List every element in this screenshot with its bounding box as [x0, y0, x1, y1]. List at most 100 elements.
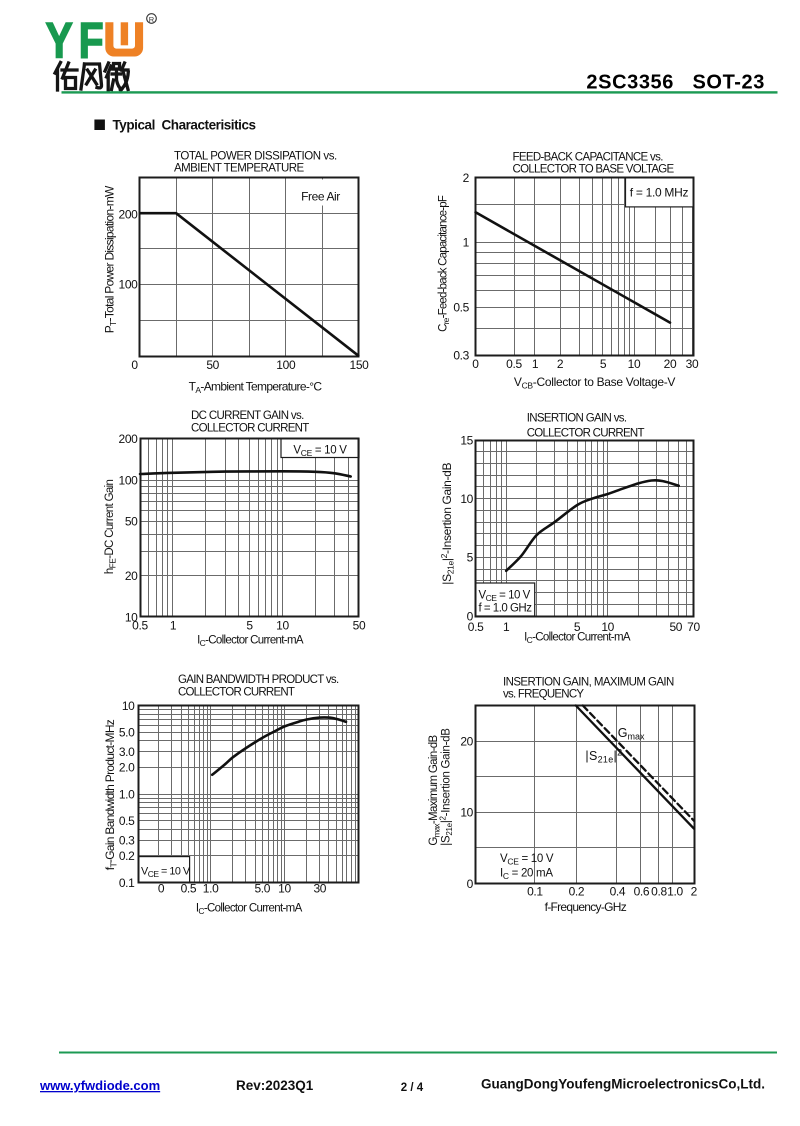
svg-text:5: 5 [467, 551, 474, 565]
svg-text:15: 15 [460, 433, 473, 447]
svg-text:IC-Collector Current-mA: IC-Collector Current-mA [196, 903, 303, 917]
svg-text:|S21e|2: |S21e|2 [585, 748, 622, 765]
svg-text:AMBIENT TEMPERATURE: AMBIENT TEMPERATURE [174, 163, 305, 175]
svg-text:10: 10 [628, 357, 641, 371]
svg-text:1.0: 1.0 [203, 882, 219, 896]
svg-text:20: 20 [125, 569, 138, 583]
svg-text:hFE-DC Current Gain: hFE-DC Current Gain [104, 479, 118, 574]
svg-text:0.6: 0.6 [634, 885, 650, 899]
svg-text:f = 1.0 GHz: f = 1.0 GHz [479, 603, 533, 615]
svg-text:10: 10 [276, 619, 289, 633]
svg-text:www.yfwdiode.com: www.yfwdiode.com [39, 1078, 160, 1093]
svg-text:COLLECTOR CURRENT: COLLECTOR CURRENT [191, 423, 309, 435]
svg-text:VCE = 10 V: VCE = 10 V [500, 853, 554, 867]
svg-text:Free Air: Free Air [301, 190, 340, 204]
svg-text:1.0: 1.0 [119, 787, 135, 801]
svg-text:1: 1 [463, 236, 470, 250]
svg-text:INSERTION GAIN, MAXIMUM GAIN: INSERTION GAIN, MAXIMUM GAIN [503, 677, 674, 689]
svg-text:2: 2 [691, 885, 698, 899]
svg-text:0.3: 0.3 [119, 834, 135, 848]
svg-text:20: 20 [664, 357, 677, 371]
svg-text:30: 30 [313, 882, 326, 896]
svg-text:COLLECTOR TO BASE VOLTAGE: COLLECTOR TO BASE VOLTAGE [513, 164, 675, 176]
svg-text:2: 2 [463, 171, 470, 185]
svg-text:5.0: 5.0 [254, 882, 270, 896]
svg-text:0: 0 [158, 882, 165, 896]
svg-text:30: 30 [686, 357, 699, 371]
svg-text:10: 10 [278, 882, 291, 896]
svg-text:1: 1 [532, 357, 539, 371]
svg-text:0.5: 0.5 [453, 301, 469, 315]
svg-text:vs. FREQUENCY: vs. FREQUENCY [503, 689, 584, 701]
svg-text:R: R [149, 15, 155, 24]
svg-text:VCB-Collector to Base Voltage-: VCB-Collector to Base Voltage-V [514, 375, 676, 391]
svg-text:0.1: 0.1 [119, 876, 135, 890]
svg-text:10: 10 [460, 806, 473, 820]
svg-text:f = 1.0 MHz: f = 1.0 MHz [630, 186, 689, 200]
svg-text:0.2: 0.2 [119, 849, 135, 863]
svg-text:VCE = 10 V: VCE = 10 V [293, 444, 347, 458]
svg-text:VCE = 10 V: VCE = 10 V [479, 590, 531, 604]
svg-text:PT-Total Power Dissipation-mW: PT-Total Power Dissipation-mW [103, 185, 119, 333]
svg-text:0: 0 [472, 357, 479, 371]
svg-text:0: 0 [467, 609, 474, 623]
svg-text:50: 50 [125, 515, 138, 529]
svg-text:200: 200 [119, 432, 139, 446]
svg-text:5.0: 5.0 [119, 725, 135, 739]
svg-text:1: 1 [503, 620, 510, 634]
svg-text:2.0: 2.0 [119, 761, 135, 775]
svg-text:2 / 4: 2 / 4 [401, 1082, 424, 1094]
svg-text:10: 10 [122, 699, 135, 713]
svg-text:YF: YF [46, 13, 110, 69]
svg-text:50: 50 [206, 358, 219, 372]
svg-text:FEED-BACK CAPACITANCE vs.: FEED-BACK CAPACITANCE vs. [513, 152, 664, 164]
svg-text:5: 5 [246, 619, 253, 633]
svg-text:20: 20 [460, 734, 473, 748]
svg-text:IC-Collector Current-mA: IC-Collector Current-mA [197, 635, 304, 649]
svg-text:Typical Characterisitics: Typical Characterisitics [113, 118, 256, 133]
svg-text:TOTAL POWER DISSIPATION vs.: TOTAL POWER DISSIPATION vs. [174, 151, 337, 163]
svg-text:0.5: 0.5 [506, 357, 522, 371]
svg-text:2: 2 [557, 357, 564, 371]
svg-text:50: 50 [353, 619, 366, 633]
svg-text:VCE = 10 V: VCE = 10 V [141, 866, 191, 880]
svg-text:IC = 20 mA: IC = 20 mA [500, 868, 553, 882]
svg-text:COLLECTOR CURRENT: COLLECTOR CURRENT [527, 428, 645, 440]
svg-text:2SC3356 SOT-23: 2SC3356 SOT-23 [586, 72, 765, 94]
svg-text:f-Frequency-GHz: f-Frequency-GHz [545, 900, 627, 914]
svg-text:0.1: 0.1 [527, 885, 543, 899]
svg-text:50: 50 [669, 620, 682, 634]
svg-text:COLLECTOR CURRENT: COLLECTOR CURRENT [178, 687, 295, 699]
svg-text:0.8: 0.8 [651, 885, 667, 899]
svg-text:0.4: 0.4 [610, 885, 626, 899]
svg-text:100: 100 [276, 358, 296, 372]
svg-text:10: 10 [460, 492, 473, 506]
svg-text:INSERTION GAIN vs.: INSERTION GAIN vs. [527, 413, 627, 425]
svg-text:200: 200 [119, 207, 139, 221]
svg-text:DC CURRENT GAIN vs.: DC CURRENT GAIN vs. [191, 410, 304, 422]
svg-text:|S21e|2-Insertion Gain-dB: |S21e|2-Insertion Gain-dB [439, 463, 456, 585]
svg-text:Gmax-Maximum Gain-dB: Gmax-Maximum Gain-dB [428, 735, 442, 846]
svg-text:100: 100 [119, 473, 139, 487]
svg-text:3.0: 3.0 [119, 745, 135, 759]
svg-text:IC-Collector Current-mA: IC-Collector Current-mA [524, 632, 631, 646]
svg-text:0.5: 0.5 [181, 882, 197, 896]
svg-text:0.5: 0.5 [132, 619, 148, 633]
svg-text:5: 5 [574, 620, 581, 634]
svg-text:5: 5 [600, 357, 607, 371]
svg-text:Rev:2023Q1: Rev:2023Q1 [236, 1078, 314, 1093]
svg-text:|S21e|2-Insertion Gain-dB: |S21e|2-Insertion Gain-dB [439, 728, 455, 846]
svg-text:0: 0 [467, 877, 474, 891]
svg-text:0.5: 0.5 [468, 620, 484, 634]
svg-text:150: 150 [350, 358, 370, 372]
svg-text:TA-Ambient Temperature-°C: TA-Ambient Temperature-°C [189, 380, 323, 396]
svg-text:10: 10 [601, 620, 614, 634]
svg-text:0: 0 [131, 358, 138, 372]
svg-text:0.2: 0.2 [569, 885, 585, 899]
svg-text:1: 1 [170, 619, 177, 633]
svg-text:GuangDongYoufengMicroelectroni: GuangDongYoufengMicroelectronicsCo,Ltd. [481, 1077, 765, 1092]
svg-text:0.3: 0.3 [453, 349, 469, 363]
svg-text:1.0: 1.0 [667, 885, 683, 899]
svg-text:Cre-Feed-back Capacitance-pF: Cre-Feed-back Capacitance-pF [438, 195, 452, 332]
svg-text:100: 100 [119, 277, 139, 291]
